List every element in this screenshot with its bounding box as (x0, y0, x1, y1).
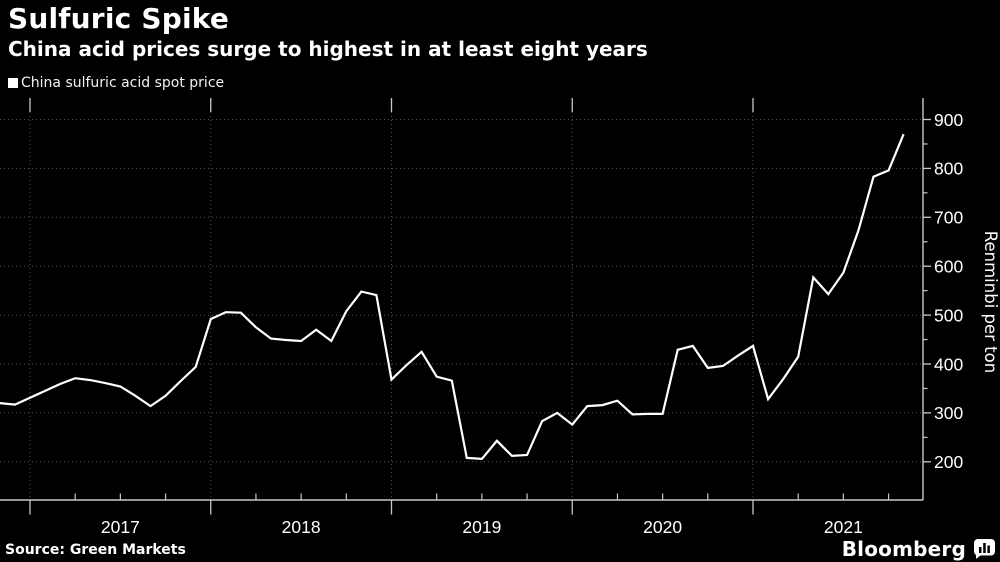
legend: China sulfuric acid spot price (8, 75, 224, 91)
y-tick-label: 500 (934, 305, 963, 325)
y-tick-label: 600 (934, 257, 963, 277)
axis-lines (0, 98, 924, 501)
x-tick-label: 2018 (282, 517, 321, 537)
y-tick-label: 400 (934, 354, 963, 374)
price-line (0, 133, 905, 461)
y-tick-label: 800 (934, 159, 963, 179)
legend-label: China sulfuric acid spot price (21, 75, 225, 91)
x-tick-label: 2017 (101, 517, 140, 537)
gridlines (0, 100, 923, 500)
y-tick-label: 900 (934, 110, 963, 130)
y-tick-label: 200 (934, 452, 963, 472)
bloomberg-wordmark: Bloomberg (841, 537, 966, 561)
legend-marker-icon (8, 78, 18, 88)
page-subtitle: China acid prices surge to highest in at… (8, 37, 648, 61)
y-axis-title: Renminbi per ton (981, 231, 1000, 373)
source-note: Source: Green Markets (5, 542, 186, 558)
x-tick-label: 2019 (462, 517, 501, 537)
bloomberg-chart-bubble-icon (974, 539, 995, 559)
bloomberg-logo: Bloomberg (842, 537, 996, 561)
page-title: Sulfuric Spike (8, 2, 230, 35)
y-tick-label: 700 (934, 208, 963, 228)
axis-ticks (29, 98, 931, 515)
y-tick-label: 300 (934, 403, 963, 423)
axis-labels: 2017 2018 2019 2020 2021 200 300 400 500 600 700 80… (101, 110, 1000, 537)
x-tick-label: 2020 (643, 517, 682, 537)
x-tick-label: 2021 (824, 517, 863, 537)
